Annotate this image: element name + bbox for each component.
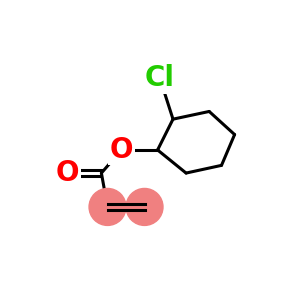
Text: O: O bbox=[110, 136, 133, 164]
Text: O: O bbox=[56, 159, 79, 187]
Circle shape bbox=[89, 188, 126, 225]
Circle shape bbox=[126, 188, 163, 225]
Text: Cl: Cl bbox=[145, 64, 175, 92]
